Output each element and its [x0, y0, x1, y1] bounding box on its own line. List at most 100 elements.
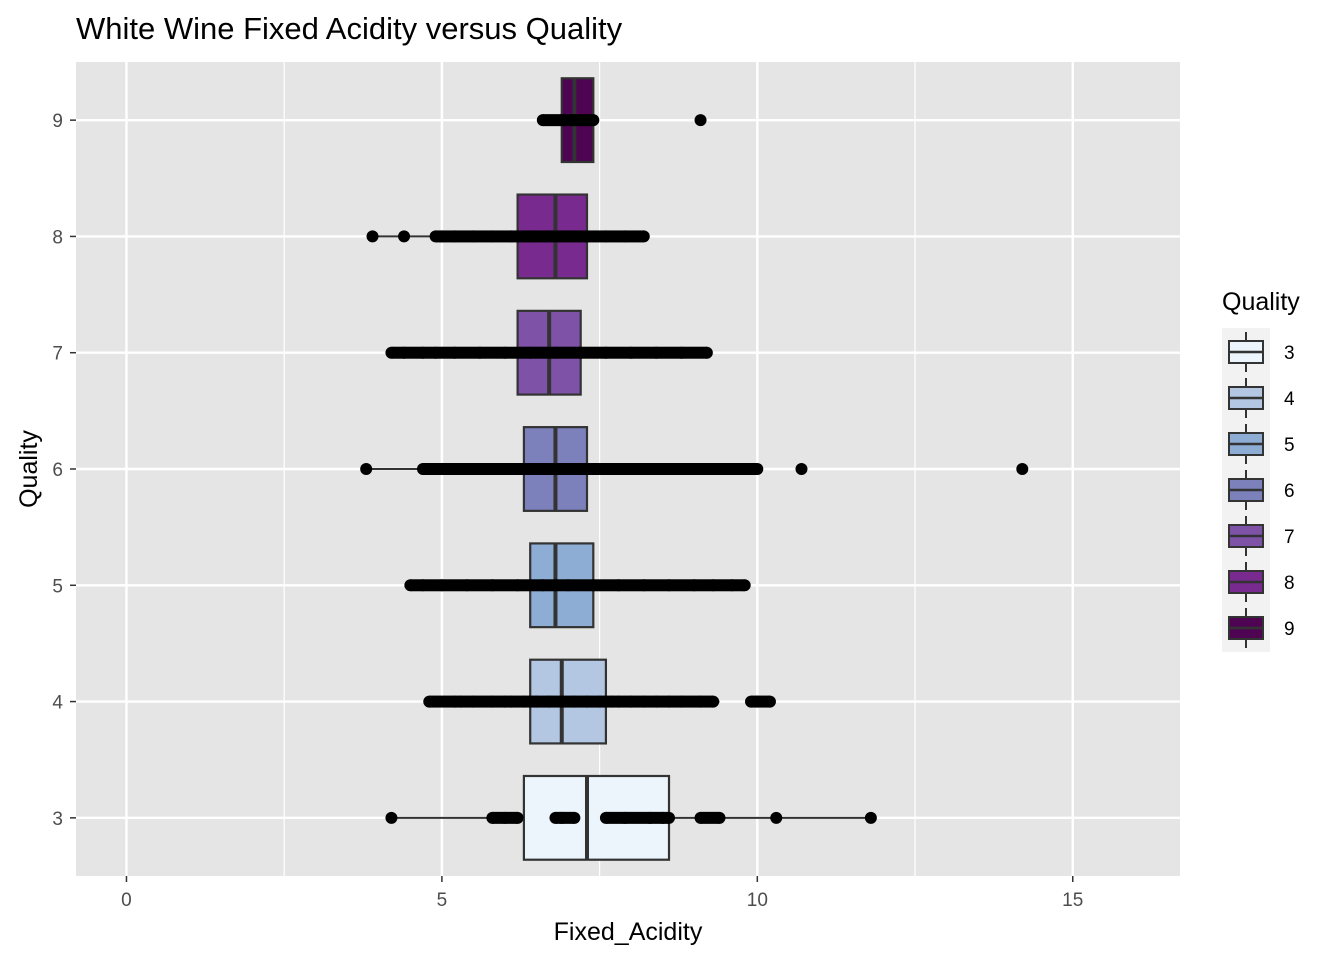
- legend-entry-3: 3: [1228, 332, 1295, 372]
- point-cluster: [593, 579, 619, 592]
- data-point: [536, 114, 549, 127]
- y-tick-label: 8: [52, 227, 63, 248]
- point-cluster: [631, 346, 657, 359]
- data-point: [498, 346, 511, 359]
- legend-label: 6: [1284, 481, 1295, 502]
- data-point: [398, 346, 411, 359]
- point-cluster: [441, 579, 468, 592]
- data-point: [618, 811, 631, 824]
- legend-label: 4: [1284, 389, 1295, 410]
- data-point: [568, 114, 581, 127]
- legend-entry-7: 7: [1228, 516, 1295, 556]
- data-point: [587, 579, 600, 592]
- legend-label: 5: [1284, 435, 1295, 456]
- data-point: [599, 811, 612, 824]
- data-point: [517, 463, 530, 475]
- legend: Quality 3 4 5 6 7 8 9: [1222, 288, 1300, 652]
- point-cluster: [498, 463, 524, 475]
- data-point: [612, 579, 625, 592]
- data-point: [404, 579, 417, 592]
- data-point: [360, 463, 373, 475]
- data-point: [398, 230, 411, 243]
- data-point: [486, 230, 499, 243]
- data-point: [763, 695, 776, 708]
- boxplot-6: [360, 426, 1029, 512]
- data-point: [467, 463, 480, 475]
- boxplot-9: [536, 77, 707, 164]
- data-point: [751, 463, 764, 475]
- point-cluster: [681, 346, 707, 359]
- data-point: [574, 346, 587, 359]
- data-point: [1016, 463, 1029, 475]
- data-point: [618, 463, 631, 475]
- data-point: [612, 695, 625, 708]
- legend-entry-6: 6: [1228, 470, 1295, 510]
- data-point: [751, 695, 764, 708]
- data-point: [599, 346, 612, 359]
- data-point: [707, 695, 720, 708]
- point-cluster: [504, 346, 531, 359]
- data-point: [473, 346, 486, 359]
- axes: 0 5 10 15 3 4 5 6 7 8 9: [52, 111, 1083, 911]
- point-cluster: [599, 463, 625, 475]
- data-point: [498, 811, 511, 824]
- legend-label: 3: [1284, 343, 1295, 364]
- point-cluster: [580, 346, 606, 359]
- legend-entry-5: 5: [1228, 424, 1295, 464]
- data-point: [448, 230, 461, 243]
- data-point: [675, 695, 688, 708]
- data-point: [587, 114, 600, 127]
- data-point: [461, 579, 474, 592]
- data-point: [416, 579, 429, 592]
- point-cluster: [492, 579, 518, 592]
- data-point: [423, 695, 436, 708]
- y-tick-label: 6: [52, 460, 63, 481]
- data-point: [562, 230, 575, 243]
- data-point: [637, 579, 650, 592]
- data-point: [694, 811, 707, 824]
- data-point: [599, 230, 612, 243]
- data-point: [644, 811, 657, 824]
- data-point: [486, 811, 499, 824]
- y-tick-label: 9: [52, 111, 63, 132]
- y-tick-label: 4: [52, 693, 63, 714]
- data-point: [543, 230, 556, 243]
- data-point: [688, 463, 701, 475]
- point-cluster: [517, 579, 543, 592]
- data-point: [492, 463, 505, 475]
- data-point: [385, 346, 398, 359]
- point-cluster: [669, 579, 695, 592]
- data-point: [562, 579, 575, 592]
- point-cluster: [429, 695, 455, 708]
- boxplot-3: [385, 774, 877, 861]
- data-point: [663, 811, 676, 824]
- data-point: [467, 230, 480, 243]
- data-point: [726, 579, 739, 592]
- data-point: [700, 346, 713, 359]
- data-point: [536, 579, 549, 592]
- data-point: [511, 811, 524, 824]
- data-point: [707, 579, 720, 592]
- data-point: [707, 463, 720, 475]
- point-cluster: [530, 346, 556, 359]
- data-point: [637, 230, 650, 243]
- y-axis-title: Quality: [15, 430, 43, 508]
- data-point: [580, 230, 593, 243]
- data-point: [486, 579, 499, 592]
- data-point: [713, 811, 726, 824]
- data-point: [618, 230, 631, 243]
- data-point: [505, 230, 518, 243]
- data-point: [555, 811, 568, 824]
- point-cluster: [643, 579, 670, 592]
- data-point: [517, 695, 530, 708]
- data-point: [726, 463, 739, 475]
- data-point: [864, 811, 877, 824]
- point-cluster: [549, 463, 575, 475]
- point-cluster: [454, 346, 480, 359]
- data-point: [580, 695, 593, 708]
- point-cluster: [523, 463, 550, 475]
- data-point: [593, 695, 606, 708]
- data-point: [738, 463, 751, 475]
